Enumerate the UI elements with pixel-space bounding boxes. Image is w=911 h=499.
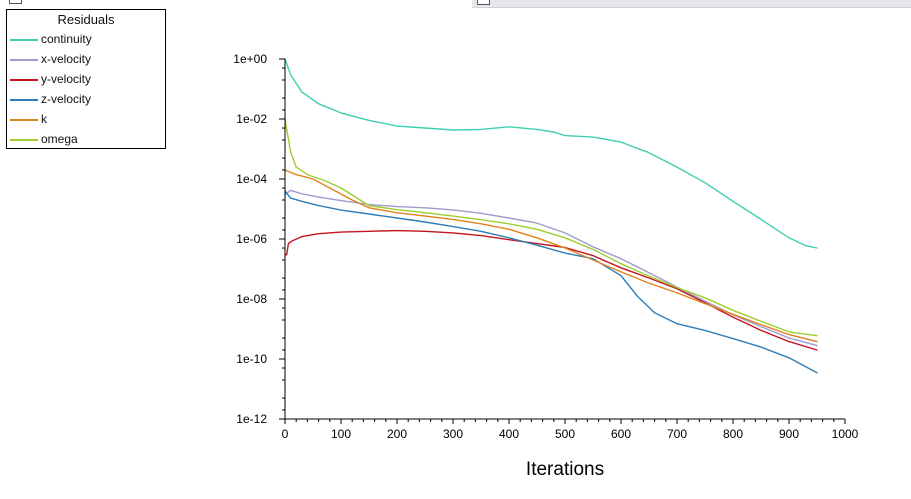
- x-tick-label: 200: [387, 427, 407, 441]
- x-tick-label: 800: [723, 427, 743, 441]
- y-tick-label: 1e-02: [236, 112, 267, 126]
- y-tick-label: 1e-04: [236, 172, 267, 186]
- legend-item-omega: omega: [7, 130, 165, 150]
- x-tick-label: 300: [443, 427, 463, 441]
- legend-label: k: [41, 112, 47, 126]
- legend-swatch: [10, 139, 38, 141]
- legend-title: Residuals: [57, 12, 115, 27]
- x-tick-label: 400: [499, 427, 519, 441]
- x-axis-title: Iterations: [526, 459, 604, 480]
- legend-item-y-velocity: y-velocity: [7, 70, 165, 90]
- legend-label: continuity: [41, 32, 92, 46]
- x-tick-label: 100: [331, 427, 351, 441]
- legend-item-continuity: continuity: [7, 30, 165, 50]
- legend-swatch: [10, 39, 38, 41]
- legend-swatch: [10, 119, 38, 121]
- x-tick-label: 600: [611, 427, 631, 441]
- series-line-x-velocity: [284, 189, 818, 347]
- legend-label: z-velocity: [41, 92, 92, 106]
- top-window-strip: [472, 0, 911, 8]
- window-icon: [9, 0, 22, 4]
- y-tick-label: 1e-12: [236, 412, 267, 426]
- series-lines: [284, 58, 818, 374]
- x-tick-label: 1000: [832, 427, 859, 441]
- legend-swatch: [10, 59, 38, 61]
- x-tick-label: 500: [555, 427, 575, 441]
- legend-label: x-velocity: [41, 52, 92, 66]
- legend-label: omega: [41, 132, 78, 146]
- legend-swatch: [10, 99, 38, 101]
- legend-item-k: k: [7, 110, 165, 130]
- x-tick-label: 0: [282, 427, 289, 441]
- legend-swatch: [10, 79, 38, 81]
- legend-item-x-velocity: x-velocity: [7, 50, 165, 70]
- series-line-z-velocity: [284, 190, 818, 374]
- y-tick-label: 1e-06: [236, 232, 267, 246]
- axes: 0 100 200 300 400 500 600 700 800 900 1000 1e-12 1e-…: [233, 52, 858, 441]
- series-line-omega: [284, 118, 818, 337]
- series-line-continuity: [284, 58, 818, 249]
- x-tick-label: 900: [779, 427, 799, 441]
- y-tick-label: 1e-08: [236, 292, 267, 306]
- window-icon: [477, 0, 490, 5]
- x-tick-label: 700: [667, 427, 687, 441]
- y-tick-label: 1e-10: [236, 352, 267, 366]
- legend-item-z-velocity: z-velocity: [7, 90, 165, 110]
- legend: Residuals continuity x-velocity y-velocity…: [6, 9, 166, 149]
- legend-label: y-velocity: [41, 72, 92, 86]
- y-tick-label: 1e+00: [233, 52, 267, 66]
- series-line-k: [284, 169, 818, 343]
